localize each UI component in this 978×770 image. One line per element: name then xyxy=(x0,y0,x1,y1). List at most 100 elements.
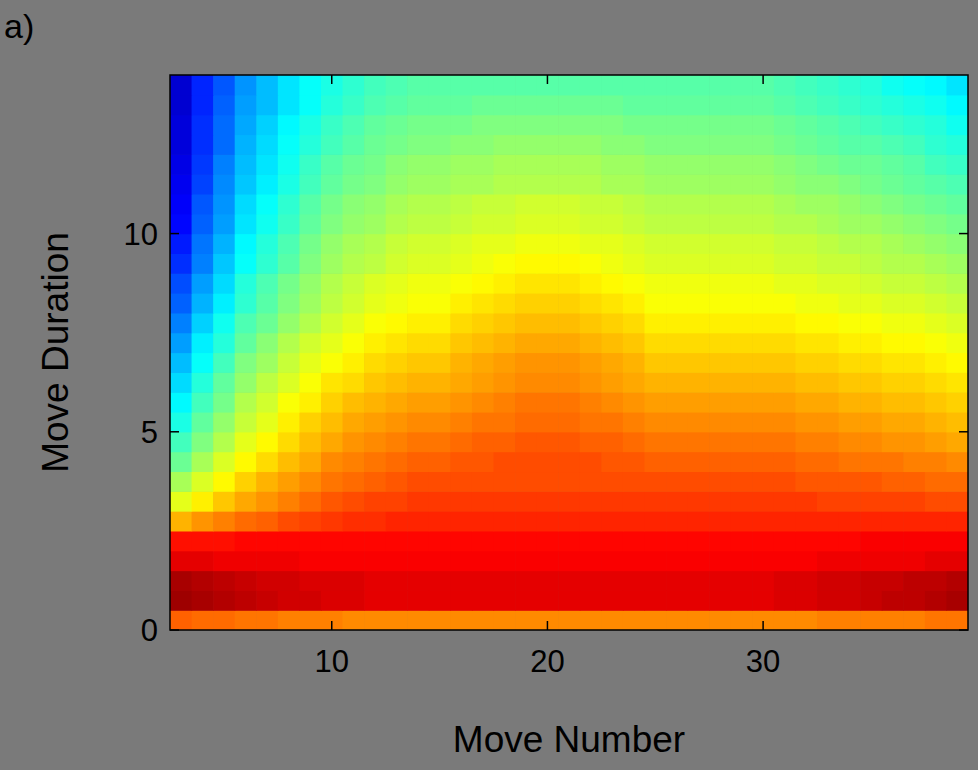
cell xyxy=(321,194,343,214)
cell xyxy=(946,313,968,333)
cell xyxy=(903,154,925,174)
cell xyxy=(752,154,774,174)
cell xyxy=(688,511,710,531)
cell xyxy=(343,511,365,531)
cell xyxy=(731,590,753,610)
cell xyxy=(386,432,408,452)
cell xyxy=(364,75,386,95)
cell xyxy=(752,372,774,392)
cell xyxy=(494,531,516,551)
cell xyxy=(795,174,817,194)
cell xyxy=(795,313,817,333)
cell xyxy=(494,293,516,313)
cell xyxy=(256,590,278,610)
cell xyxy=(364,174,386,194)
cell xyxy=(882,174,904,194)
cell xyxy=(278,194,300,214)
cell xyxy=(278,174,300,194)
cell xyxy=(407,353,429,373)
cell xyxy=(407,491,429,511)
cell xyxy=(946,392,968,412)
cell xyxy=(192,491,214,511)
cell xyxy=(903,511,925,531)
cell xyxy=(946,194,968,214)
cell xyxy=(817,253,839,273)
cell xyxy=(364,432,386,452)
cell xyxy=(882,610,904,630)
cell xyxy=(386,174,408,194)
cell xyxy=(580,531,602,551)
cell xyxy=(795,432,817,452)
cell xyxy=(882,452,904,472)
cell xyxy=(170,115,192,135)
cell xyxy=(472,610,494,630)
cell xyxy=(515,531,537,551)
cell xyxy=(623,610,645,630)
cell xyxy=(558,432,580,452)
cell xyxy=(752,293,774,313)
cell xyxy=(256,95,278,115)
cell xyxy=(709,333,731,353)
cell xyxy=(666,392,688,412)
cell xyxy=(537,253,559,273)
cell xyxy=(256,571,278,591)
cell xyxy=(903,571,925,591)
cell xyxy=(774,551,796,571)
cell xyxy=(386,471,408,491)
cell xyxy=(623,551,645,571)
cell xyxy=(774,253,796,273)
cell xyxy=(946,95,968,115)
cell xyxy=(925,551,947,571)
cell xyxy=(170,234,192,254)
cell xyxy=(688,115,710,135)
cell xyxy=(731,551,753,571)
cell xyxy=(709,432,731,452)
cell xyxy=(321,452,343,472)
cell xyxy=(192,452,214,472)
cell xyxy=(731,154,753,174)
cell xyxy=(278,253,300,273)
cell xyxy=(666,194,688,214)
cell xyxy=(472,551,494,571)
cell xyxy=(601,372,623,392)
cell xyxy=(407,313,429,333)
cell xyxy=(235,333,257,353)
cell xyxy=(688,214,710,234)
cell xyxy=(839,293,861,313)
cell xyxy=(299,75,321,95)
cell xyxy=(860,253,882,273)
cell xyxy=(407,293,429,313)
cell xyxy=(515,353,537,373)
cell xyxy=(623,154,645,174)
cell xyxy=(839,610,861,630)
cell xyxy=(709,353,731,373)
cell xyxy=(472,333,494,353)
cell xyxy=(795,293,817,313)
cell xyxy=(925,491,947,511)
cell xyxy=(688,353,710,373)
cell xyxy=(882,293,904,313)
cell xyxy=(623,590,645,610)
cell xyxy=(170,353,192,373)
x-tick-label: 20 xyxy=(530,644,564,679)
cell xyxy=(407,471,429,491)
cell xyxy=(213,392,235,412)
cell xyxy=(450,253,472,273)
cell xyxy=(450,372,472,392)
cell xyxy=(450,432,472,452)
cell xyxy=(256,511,278,531)
cell xyxy=(450,590,472,610)
cell xyxy=(903,313,925,333)
x-tick-label: 10 xyxy=(315,644,349,679)
cell xyxy=(688,154,710,174)
cell xyxy=(235,353,257,373)
cell xyxy=(364,551,386,571)
cell xyxy=(601,194,623,214)
cell xyxy=(192,471,214,491)
cell xyxy=(860,273,882,293)
cell xyxy=(839,234,861,254)
cell xyxy=(537,115,559,135)
cell xyxy=(774,234,796,254)
cell xyxy=(343,392,365,412)
cell xyxy=(774,590,796,610)
